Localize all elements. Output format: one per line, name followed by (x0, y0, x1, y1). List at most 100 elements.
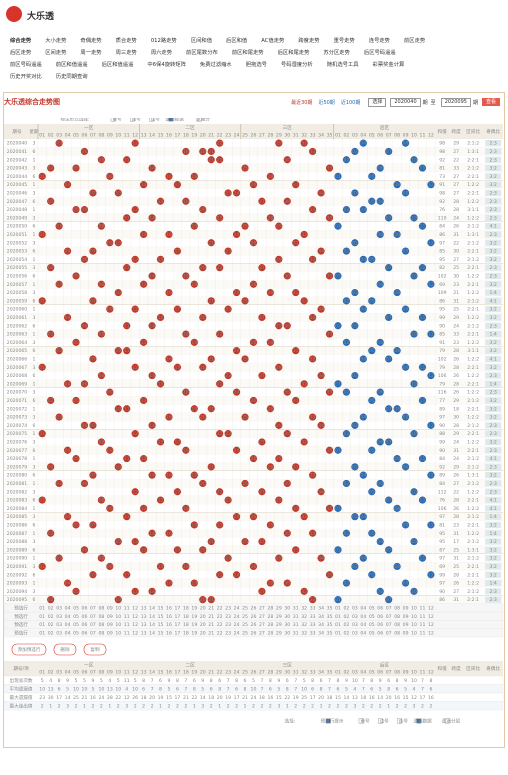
ball-number: 34 (318, 489, 324, 495)
nav-link[interactable]: 区间走势 (45, 50, 67, 56)
checkbox-label: 遗漏分层 (442, 718, 461, 725)
nav-link[interactable]: 胆拖选号 (245, 62, 267, 68)
nav-link[interactable]: 012路走势 (150, 38, 177, 44)
stats-value: 6 (429, 686, 432, 692)
row-bg (4, 495, 503, 505)
column-number: 10 (411, 133, 417, 139)
checkbox[interactable] (168, 118, 174, 122)
nav-link[interactable]: 前区尾数分布 (186, 50, 218, 56)
checkbox[interactable] (397, 718, 402, 724)
row-bg (4, 346, 503, 355)
nav-link[interactable]: 综合走势 (10, 38, 32, 44)
nav-link[interactable]: 连号走势 (368, 38, 390, 44)
span-cell: 25 (453, 307, 459, 313)
from-input[interactable]: 2020040 (390, 97, 421, 107)
red-ball (275, 454, 283, 463)
range[interactable]: 最近30期 (291, 99, 313, 106)
stats-value: 4 (353, 686, 356, 692)
oe-cell: 3:2 (489, 174, 496, 180)
red-ball (47, 197, 55, 205)
button[interactable] (83, 643, 107, 656)
nav-link[interactable]: 后区和值 (226, 38, 248, 44)
nav-link[interactable]: 随机选号工具 (326, 62, 359, 68)
button[interactable] (53, 643, 77, 656)
blue-ball (418, 222, 427, 230)
nav-link[interactable]: 跨度走势 (298, 38, 320, 44)
oe-cell: 4:1 (489, 224, 496, 230)
range[interactable]: 近100期 (340, 99, 361, 106)
button-label[interactable]: 复制 (90, 646, 100, 653)
nav-link[interactable]: 号码湿度分析 (280, 62, 313, 68)
nav-link[interactable]: 区间和值 (190, 38, 213, 44)
ball-number: 10 (115, 290, 121, 296)
select[interactable]: 选择 (368, 97, 387, 107)
checkbox-label: 重号 (112, 118, 122, 123)
red-ball (182, 388, 190, 396)
stats-value: 1 (244, 703, 247, 709)
nav-link[interactable]: 质合走势 (115, 38, 137, 44)
checkbox[interactable] (196, 118, 202, 122)
nav-link[interactable]: 中6保4旋转矩阵 (147, 62, 186, 68)
nav-link[interactable]: 前区走势 (403, 38, 426, 44)
row-bg (4, 305, 503, 314)
nav-link[interactable]: 后区和值遥遥 (101, 62, 134, 68)
nav-link[interactable]: 前区和尾走势 (231, 50, 264, 56)
nav-link[interactable]: 前区号码遥遥 (10, 62, 42, 68)
nav-link[interactable]: 周六走势 (150, 50, 173, 56)
ball-number: 18 (183, 149, 189, 155)
red-ball (207, 297, 215, 305)
red-ball (131, 488, 139, 496)
nav-link[interactable]: 后区和尾走势 (277, 50, 310, 56)
red-ball (156, 496, 165, 504)
red-ball (89, 247, 97, 255)
red-ball (173, 247, 182, 255)
sum-cell: 97 (439, 514, 445, 520)
checkbox[interactable] (416, 718, 422, 724)
button[interactable] (11, 643, 47, 656)
nav-link[interactable]: 免费过滤缩水 (199, 62, 232, 68)
column-number: 30 (284, 670, 290, 676)
button-label[interactable]: 删除 (60, 646, 70, 653)
nav-link[interactable]: 后区走势 (10, 50, 32, 56)
to-input[interactable]: 2020095 (440, 97, 471, 107)
ratio-bg (485, 380, 502, 387)
view-button[interactable]: 查看 (481, 98, 500, 106)
checkbox[interactable] (325, 718, 331, 724)
checkbox[interactable] (377, 718, 383, 724)
nav-link[interactable]: 周一走势 (80, 50, 102, 56)
ball-number: 08 (98, 556, 104, 562)
ball-number: 30 (284, 581, 290, 587)
checkbox[interactable] (149, 118, 155, 122)
nav-link[interactable]: 周三走势 (115, 50, 137, 56)
zone-cell: 2:1:2 (467, 323, 479, 329)
button-label[interactable]: 添加预选行 (18, 646, 41, 653)
header-cell: 奇偶比 (486, 128, 500, 135)
checkbox[interactable] (110, 118, 116, 122)
nav-link[interactable]: AC值走势 (261, 38, 285, 44)
checkbox[interactable] (444, 718, 450, 724)
preselect-number: 14 (149, 630, 155, 636)
weekday: 3 (33, 141, 36, 147)
nav-link[interactable]: 历史同期查询 (55, 74, 88, 80)
checkbox[interactable] (358, 718, 364, 724)
nav-link[interactable]: 彩票奖金计算 (372, 62, 405, 68)
nav-link[interactable]: 重号走势 (333, 38, 355, 44)
ball-number: 33 (310, 356, 316, 362)
range[interactable]: 近50期 (318, 99, 335, 106)
nav-link[interactable]: 大小走势 (45, 38, 67, 44)
nav-link[interactable]: 后区号码遥遥 (363, 50, 396, 56)
red-ball (258, 371, 266, 380)
nav-link[interactable]: 历史开奖对比 (10, 74, 42, 80)
row-bg (4, 246, 503, 256)
nav-link[interactable]: 奇偶走势 (80, 38, 102, 44)
span-cell: 33 (453, 332, 459, 338)
ball-number: 25 (242, 356, 248, 362)
checkbox[interactable] (130, 118, 135, 122)
nav-link[interactable]: 前区和值遥遥 (55, 62, 88, 68)
column-number: 20 (200, 133, 206, 139)
oe-cell: 4:1 (489, 298, 496, 304)
red-ball (232, 347, 241, 355)
stats-value: 2 (227, 703, 230, 709)
nav-link[interactable]: 苏分区走势 (323, 50, 350, 56)
issue: 2020057 (7, 282, 28, 288)
